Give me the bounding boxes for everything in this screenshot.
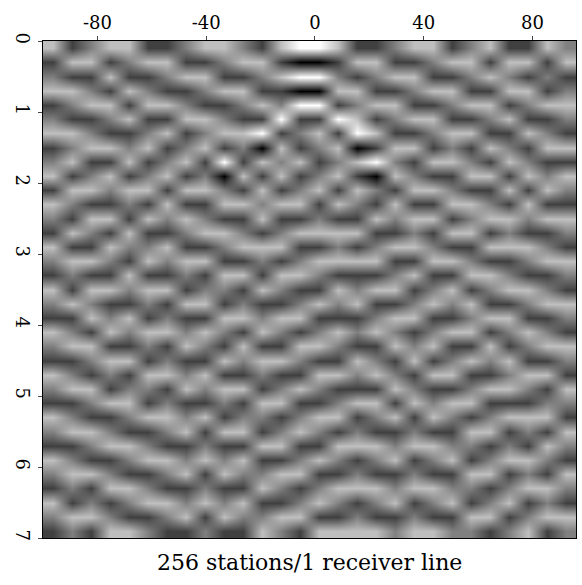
svg-text:7: 7 (12, 530, 33, 541)
svg-text:-40: -40 (192, 12, 221, 33)
svg-text:3: 3 (12, 246, 33, 257)
svg-text:256 stations/1 receiver line: 256 stations/1 receiver line (157, 550, 462, 575)
svg-text:2: 2 (12, 175, 33, 186)
svg-text:0: 0 (12, 33, 33, 44)
svg-text:40: 40 (412, 12, 435, 33)
svg-text:-80: -80 (83, 12, 112, 33)
svg-text:0: 0 (309, 12, 320, 33)
svg-text:5: 5 (12, 388, 33, 399)
svg-text:1: 1 (12, 104, 33, 115)
svg-text:80: 80 (521, 12, 544, 33)
svg-text:4: 4 (12, 317, 33, 328)
svg-text:6: 6 (12, 459, 33, 470)
